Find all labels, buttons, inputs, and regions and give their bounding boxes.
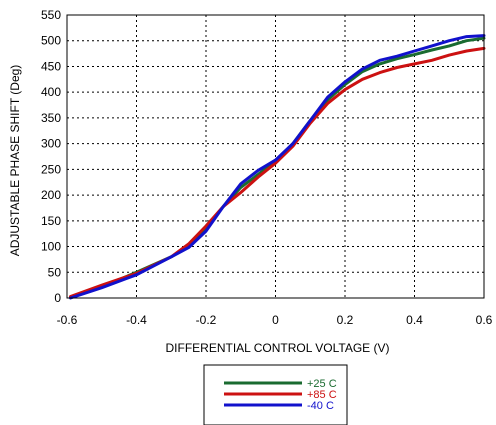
x-tick-label: 0.4 xyxy=(406,313,423,327)
x-tick-label: -0.6 xyxy=(57,313,78,327)
axis-ticks: 0 50 100 150 200 250 300 350 400 450 500 550 -0.6 -0.… xyxy=(41,8,493,327)
x-tick-label: -0.2 xyxy=(196,313,217,327)
series-line-1 xyxy=(69,36,486,299)
y-tick-label: 450 xyxy=(41,59,61,73)
x-tick-label: 0.6 xyxy=(476,313,493,327)
y-tick-label: 400 xyxy=(41,85,61,99)
legend: +25 C+85 C-40 C xyxy=(203,364,348,425)
y-tick-label: 500 xyxy=(41,34,61,48)
x-tick-label: 0 xyxy=(272,313,279,327)
y-axis-title: ADJUSTABLE PHASE SHIFT (Deg) xyxy=(8,65,22,257)
legend-label: +25 C xyxy=(307,378,337,390)
x-tick-label: 0.2 xyxy=(337,313,354,327)
series-lines xyxy=(69,34,486,300)
y-tick-label: 0 xyxy=(54,291,61,305)
y-tick-label: 200 xyxy=(41,188,61,202)
series-line-2 xyxy=(69,46,486,298)
legend-label: -40 C xyxy=(307,400,334,412)
y-tick-label: 550 xyxy=(41,8,61,22)
x-tick-label: -0.4 xyxy=(126,313,147,327)
x-axis-title: DIFFERENTIAL CONTROL VOLTAGE (V) xyxy=(165,341,389,355)
y-tick-label: 350 xyxy=(41,111,61,125)
y-tick-label: 250 xyxy=(41,162,61,176)
y-tick-label: 300 xyxy=(41,137,61,151)
y-tick-label: 150 xyxy=(41,214,61,228)
y-tick-label: 100 xyxy=(41,240,61,254)
plot-frame xyxy=(66,14,485,299)
legend-label: +85 C xyxy=(307,389,337,401)
series-line-3 xyxy=(69,34,486,300)
y-tick-label: 50 xyxy=(48,265,62,279)
grid-lines xyxy=(67,15,484,298)
